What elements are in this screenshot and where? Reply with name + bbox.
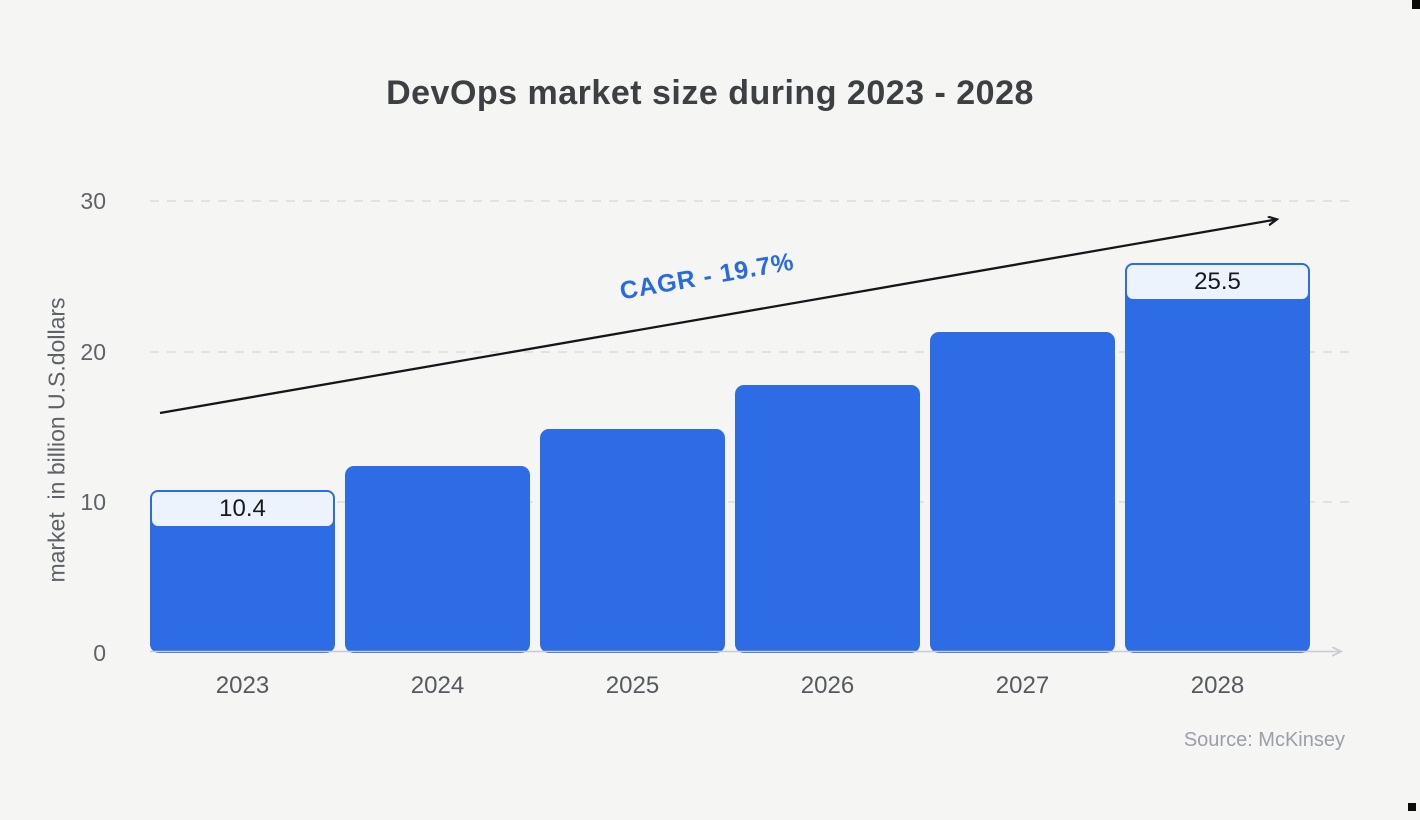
x-tick-2028: 2028 xyxy=(1190,672,1245,699)
y-tick-30: 30 xyxy=(80,188,106,214)
x-tick-2025: 2025 xyxy=(605,672,660,699)
value-label-2023: 10.4 xyxy=(150,490,335,529)
y-tick-10: 10 xyxy=(80,489,106,516)
x-tick-2027: 2027 xyxy=(995,672,1050,699)
bar-2026 xyxy=(735,384,920,653)
screen-artifact-top-right xyxy=(1412,0,1420,9)
source-note: Source: McKinsey xyxy=(1183,729,1345,751)
y-tick-20: 20 xyxy=(80,338,106,365)
x-tick-2026: 2026 xyxy=(800,672,855,699)
bar-2024 xyxy=(345,466,530,653)
bar-2028 xyxy=(1125,268,1310,653)
bar-2027 xyxy=(930,332,1115,653)
y-tick-0: 0 xyxy=(93,640,106,666)
x-tick-2024: 2024 xyxy=(410,672,465,699)
chart-title: DevOps market size during 2023 - 2028 xyxy=(386,74,1034,112)
bar-2025 xyxy=(540,428,725,653)
cagr-annotation: CAGR - 19.7% xyxy=(617,247,797,306)
x-tick-2023: 2023 xyxy=(215,672,270,699)
gridline-30 xyxy=(150,200,1352,202)
screen-artifact-bottom-right xyxy=(1408,803,1416,811)
value-label-2028: 25.5 xyxy=(1125,262,1310,301)
